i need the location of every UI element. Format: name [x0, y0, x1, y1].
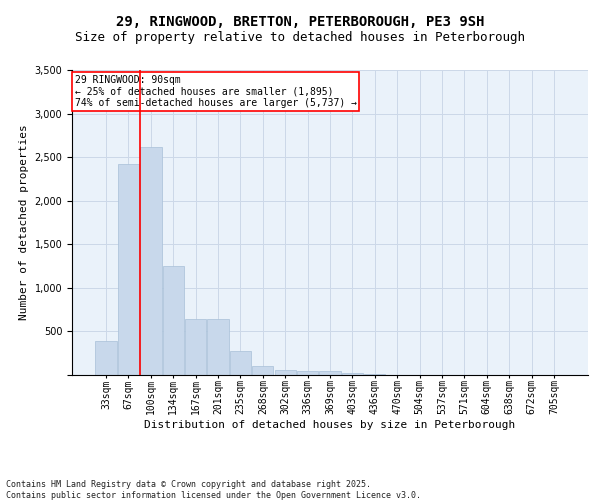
Bar	[342, 373, 363, 375]
Text: 29 RINGWOOD: 90sqm
← 25% of detached houses are smaller (1,895)
74% of semi-deta: 29 RINGWOOD: 90sqm ← 25% of detached hou…	[74, 74, 356, 108]
Bar	[297, 370, 318, 375]
Bar	[275, 370, 296, 375]
Bar	[140, 146, 161, 375]
Bar	[252, 366, 274, 375]
Text: Contains HM Land Registry data © Crown copyright and database right 2025.
Contai: Contains HM Land Registry data © Crown c…	[6, 480, 421, 500]
Bar	[230, 352, 251, 375]
Text: 29, RINGWOOD, BRETTON, PETERBOROUGH, PE3 9SH: 29, RINGWOOD, BRETTON, PETERBOROUGH, PE3…	[116, 16, 484, 30]
Text: Size of property relative to detached houses in Peterborough: Size of property relative to detached ho…	[75, 31, 525, 44]
Bar	[319, 371, 341, 375]
X-axis label: Distribution of detached houses by size in Peterborough: Distribution of detached houses by size …	[145, 420, 515, 430]
Bar	[163, 266, 184, 375]
Bar	[95, 341, 117, 375]
Bar	[208, 319, 229, 375]
Bar	[364, 374, 385, 375]
Y-axis label: Number of detached properties: Number of detached properties	[19, 124, 29, 320]
Bar	[185, 319, 206, 375]
Bar	[118, 164, 139, 375]
